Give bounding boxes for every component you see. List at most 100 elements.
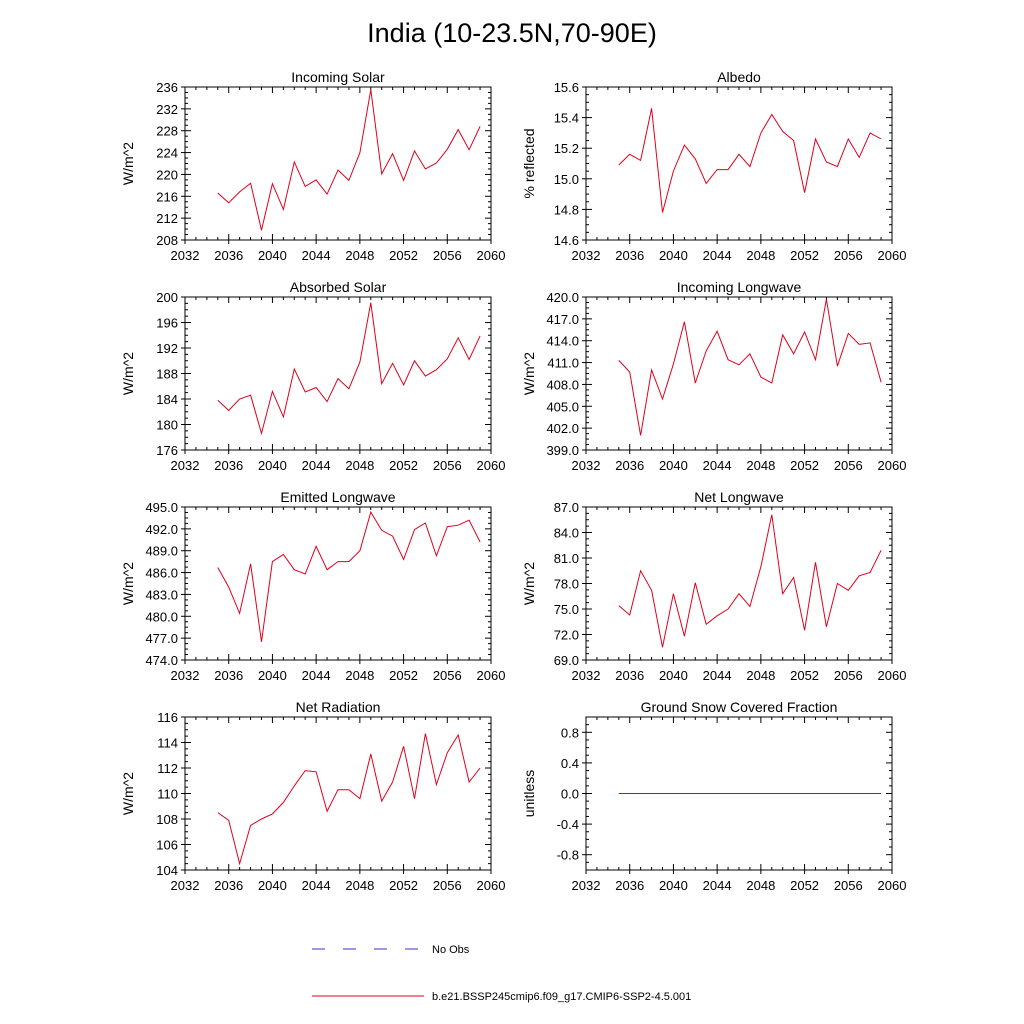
panel-7: Net Radiation W/m^2 2032 2036 2040 2044 2048 20… bbox=[120, 699, 505, 893]
y-tick-label: 87.0 bbox=[554, 500, 579, 515]
y-tick-label: 78.0 bbox=[554, 577, 579, 592]
x-tick-label: 2048 bbox=[746, 878, 775, 893]
y-tick-label: -0.4 bbox=[557, 817, 579, 832]
y-tick-label: 72.0 bbox=[554, 628, 579, 643]
series-line bbox=[217, 510, 481, 642]
y-tick-label: 196 bbox=[156, 316, 178, 331]
y-tick-label: 0.8 bbox=[561, 725, 579, 740]
plot-frame bbox=[184, 86, 492, 241]
y-tick-label: 405.0 bbox=[546, 399, 579, 414]
panel-title: Net Longwave bbox=[694, 489, 784, 505]
panel-6: Net Longwave W/m^2 2032 2036 2040 2044 2048 205… bbox=[521, 489, 906, 683]
x-tick-label: 2048 bbox=[746, 668, 775, 683]
y-tick-label: 15.6 bbox=[554, 80, 579, 95]
panel-title: Ground Snow Covered Fraction bbox=[641, 699, 838, 715]
y-tick-label: 236 bbox=[156, 80, 178, 95]
series-line bbox=[618, 108, 882, 213]
y-axis-label: % reflected bbox=[521, 128, 537, 198]
y-tick-label: 402.0 bbox=[546, 421, 579, 436]
y-tick-label: 104 bbox=[156, 863, 178, 878]
panel-title: Emitted Longwave bbox=[280, 489, 395, 505]
y-tick-label: -0.8 bbox=[557, 848, 579, 863]
x-tick-label: 2040 bbox=[659, 878, 688, 893]
x-tick-label: 2040 bbox=[258, 878, 287, 893]
x-tick-label: 2036 bbox=[214, 668, 243, 683]
plot-frame bbox=[585, 296, 893, 451]
y-axis-label: W/m^2 bbox=[120, 772, 136, 815]
y-tick-label: 483.0 bbox=[145, 587, 178, 602]
y-tick-label: 14.6 bbox=[554, 233, 579, 248]
x-tick-label: 2048 bbox=[746, 458, 775, 473]
y-tick-label: 114 bbox=[157, 736, 178, 751]
y-tick-label: 69.0 bbox=[554, 653, 579, 668]
y-tick-label: 110 bbox=[157, 787, 178, 802]
y-tick-label: 0.0 bbox=[561, 787, 579, 802]
x-tick-label: 2032 bbox=[171, 668, 200, 683]
x-tick-label: 2036 bbox=[214, 458, 243, 473]
panel-title: Absorbed Solar bbox=[290, 279, 387, 295]
y-tick-label: 112 bbox=[157, 761, 178, 776]
x-tick-label: 2036 bbox=[615, 458, 644, 473]
y-tick-label: 116 bbox=[157, 710, 178, 725]
y-tick-label: 84.0 bbox=[554, 526, 579, 541]
y-tick-label: 414.0 bbox=[546, 334, 579, 349]
y-tick-label: 212 bbox=[156, 211, 178, 226]
x-tick-label: 2060 bbox=[477, 248, 506, 263]
plot-frame bbox=[184, 506, 492, 661]
y-tick-label: 417.0 bbox=[546, 312, 579, 327]
x-tick-label: 2044 bbox=[703, 668, 732, 683]
x-tick-label: 2044 bbox=[703, 458, 732, 473]
y-axis-label: W/m^2 bbox=[521, 352, 537, 395]
x-tick-label: 2036 bbox=[214, 878, 243, 893]
y-tick-label: 486.0 bbox=[145, 566, 178, 581]
y-tick-label: 75.0 bbox=[554, 602, 579, 617]
x-tick-label: 2032 bbox=[171, 878, 200, 893]
x-tick-label: 2056 bbox=[834, 878, 863, 893]
series-line bbox=[217, 302, 481, 436]
y-tick-label: 108 bbox=[156, 812, 178, 827]
x-tick-label: 2060 bbox=[878, 668, 907, 683]
x-tick-label: 2052 bbox=[389, 248, 418, 263]
x-tick-label: 2036 bbox=[615, 878, 644, 893]
x-tick-label: 2044 bbox=[703, 878, 732, 893]
y-tick-label: 192 bbox=[156, 341, 178, 356]
y-tick-label: 228 bbox=[156, 124, 178, 139]
legend-label-no-obs: No Obs bbox=[432, 944, 470, 956]
x-tick-label: 2044 bbox=[302, 668, 331, 683]
x-tick-label: 2036 bbox=[615, 248, 644, 263]
y-tick-label: 492.0 bbox=[145, 522, 178, 537]
panel-title: Net Radiation bbox=[296, 699, 381, 715]
y-tick-label: 184 bbox=[156, 392, 178, 407]
y-tick-label: 220 bbox=[156, 167, 178, 182]
x-tick-label: 2044 bbox=[302, 248, 331, 263]
x-tick-label: 2032 bbox=[572, 458, 601, 473]
x-tick-label: 2040 bbox=[258, 668, 287, 683]
y-tick-label: 15.0 bbox=[554, 172, 579, 187]
x-tick-label: 2060 bbox=[878, 248, 907, 263]
plot-frame bbox=[184, 716, 492, 871]
panel-4: Incoming Longwave W/m^2 2032 2036 2040 2044 20… bbox=[521, 279, 906, 473]
x-tick-label: 2048 bbox=[746, 248, 775, 263]
series-line bbox=[618, 514, 882, 648]
x-tick-label: 2032 bbox=[572, 878, 601, 893]
y-tick-label: 216 bbox=[156, 189, 178, 204]
figure-title: India (10-23.5N,70-90E) bbox=[367, 18, 657, 48]
panel-1: Incoming Solar W/m^2 2032 2036 2040 2044 2048 2… bbox=[120, 69, 505, 263]
y-axis-label: W/m^2 bbox=[120, 562, 136, 605]
x-tick-label: 2048 bbox=[345, 458, 374, 473]
plot-frame bbox=[585, 86, 893, 241]
x-tick-label: 2040 bbox=[258, 458, 287, 473]
y-tick-label: 180 bbox=[156, 418, 178, 433]
legend-label-model: b.e21.BSSP245cmip6.f09_g17.CMIP6-SSP2-4.… bbox=[432, 991, 691, 1003]
x-tick-label: 2040 bbox=[659, 458, 688, 473]
y-tick-label: 15.4 bbox=[554, 111, 579, 126]
x-tick-label: 2048 bbox=[345, 668, 374, 683]
y-tick-label: 495.0 bbox=[145, 500, 178, 515]
y-axis-label: W/m^2 bbox=[120, 352, 136, 395]
y-tick-label: 232 bbox=[156, 102, 178, 117]
series-line bbox=[217, 89, 481, 231]
y-tick-label: 15.2 bbox=[554, 141, 579, 156]
x-tick-label: 2032 bbox=[171, 458, 200, 473]
x-tick-label: 2048 bbox=[345, 878, 374, 893]
